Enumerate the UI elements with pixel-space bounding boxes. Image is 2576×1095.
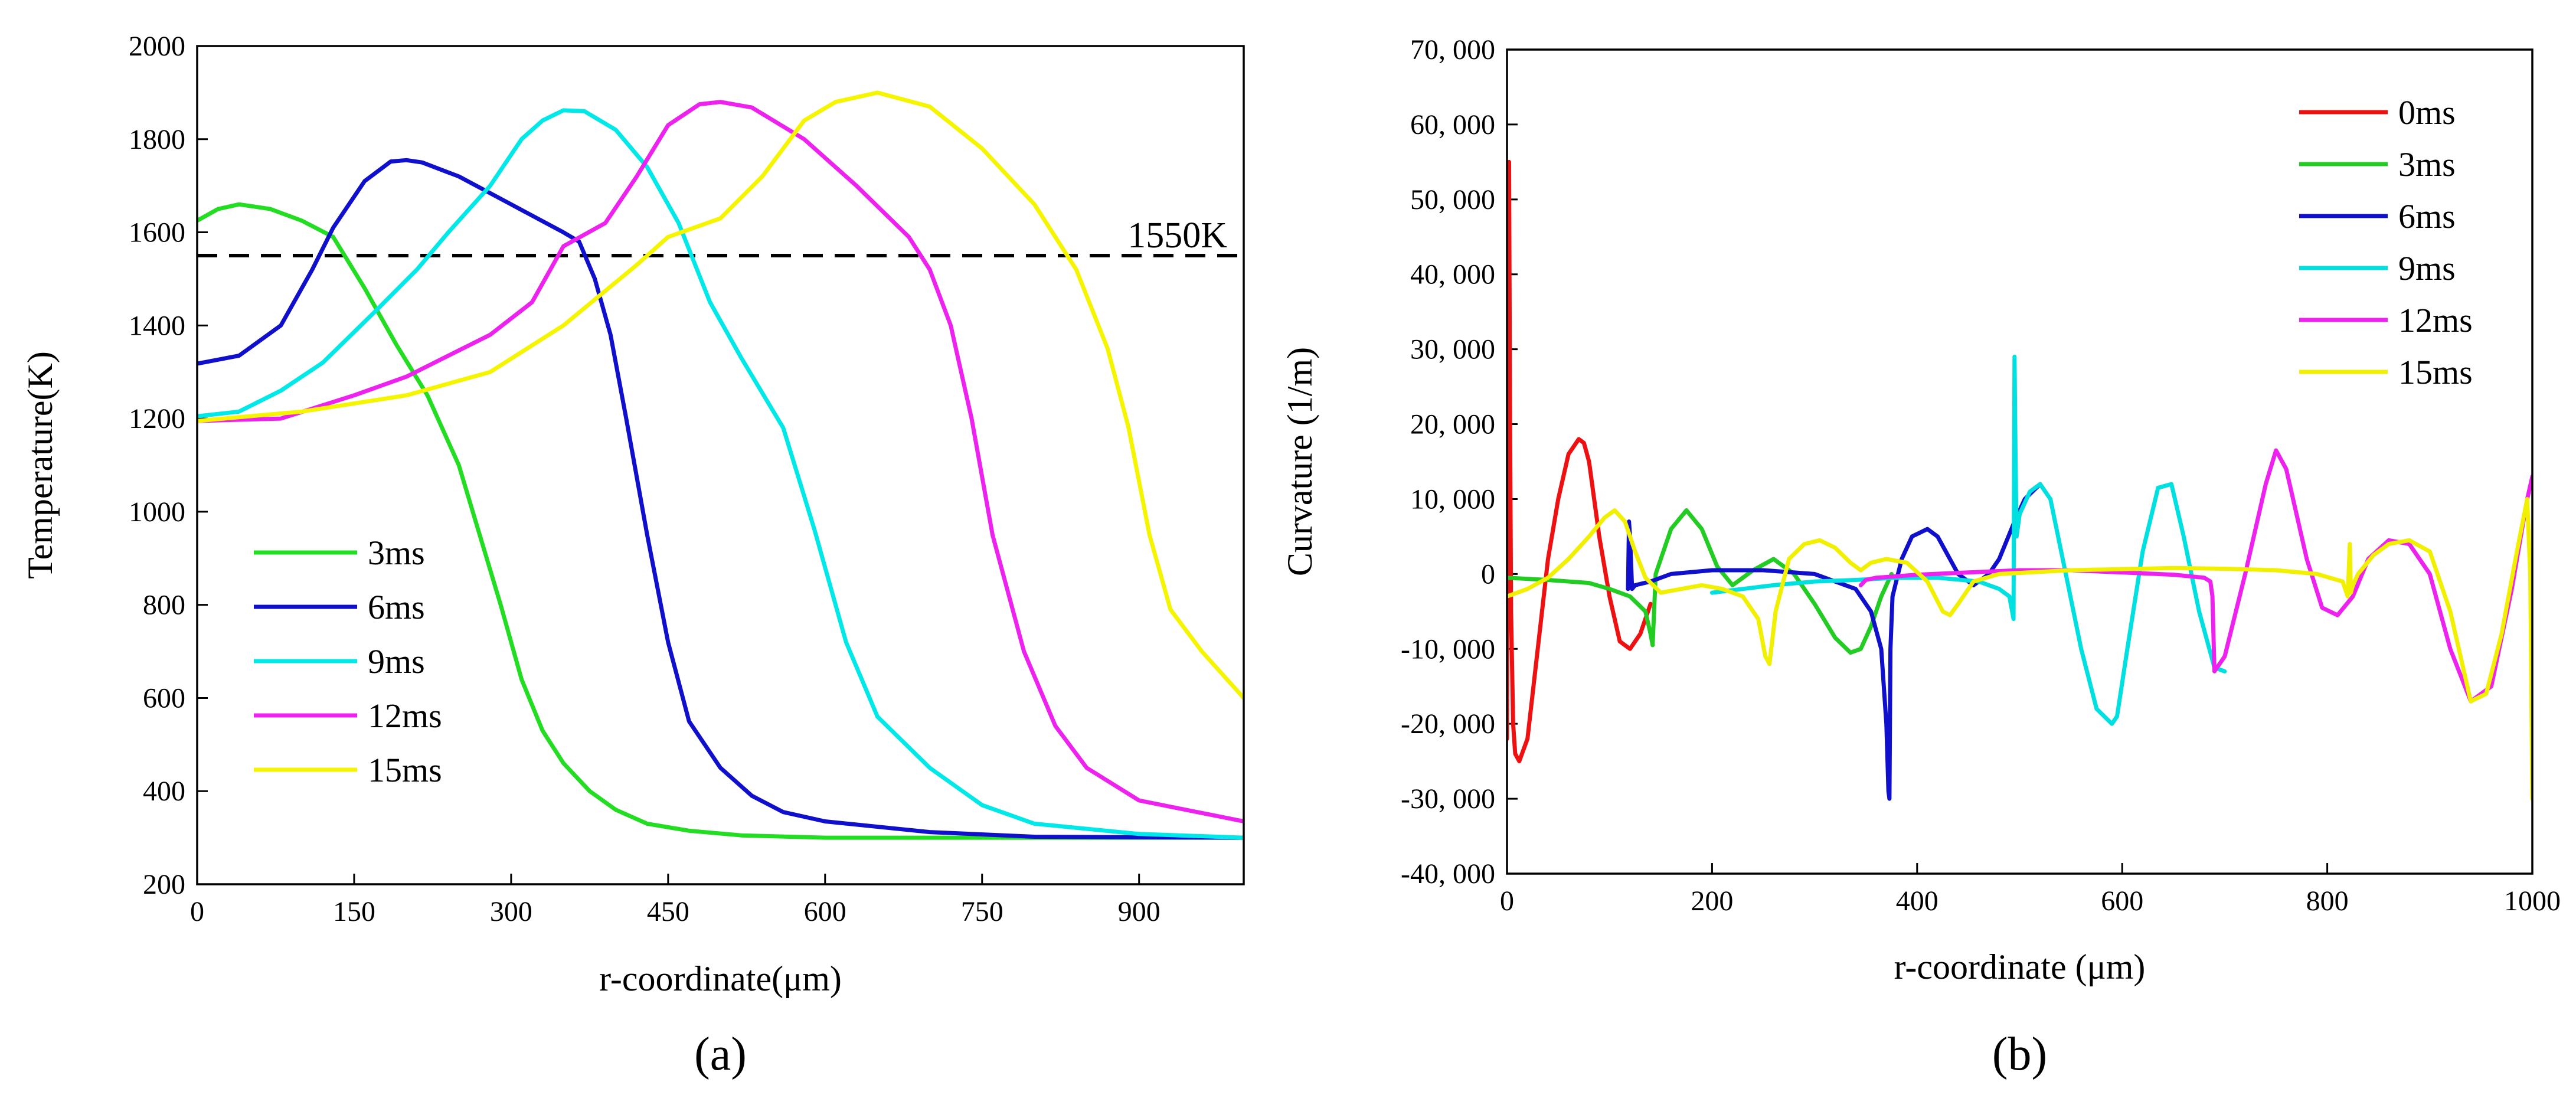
series-line-6ms bbox=[1626, 482, 2042, 801]
y-tick-label: 1200 bbox=[129, 403, 185, 434]
legend-label-3ms: 3ms bbox=[2398, 145, 2456, 184]
y-tick-label: -10, 000 bbox=[1401, 633, 1495, 665]
y-tick-label: -30, 000 bbox=[1401, 783, 1495, 815]
curvature-chart: 0 200 400 600 800 1000 -40, 000 -30, 000 -20, 00… bbox=[1280, 34, 2561, 1080]
series-line-3ms bbox=[1507, 508, 1894, 655]
y-tick-label: 2000 bbox=[129, 31, 185, 62]
y-tick-label: 30, 000 bbox=[1410, 334, 1495, 365]
x-tick-label: 300 bbox=[490, 896, 532, 927]
x-tick-label: 800 bbox=[2306, 885, 2349, 917]
y-tick-label: 60, 000 bbox=[1410, 109, 1495, 140]
x-tick-label: 150 bbox=[333, 896, 375, 927]
y-tick-label: 70, 000 bbox=[1410, 34, 1495, 66]
y-tick-label: -20, 000 bbox=[1401, 708, 1495, 740]
y-tick-label: 600 bbox=[143, 682, 185, 714]
reference-line-label: 1550K bbox=[1127, 215, 1227, 256]
y-tick-label: 1800 bbox=[129, 124, 185, 155]
y-axis-label: Temperature(K) bbox=[21, 351, 60, 579]
legend-label-0ms: 0ms bbox=[2398, 93, 2456, 132]
series-lines bbox=[197, 90, 1244, 840]
legend-label-12ms: 12ms bbox=[2398, 301, 2473, 339]
y-tick-label: 50, 000 bbox=[1410, 184, 1495, 215]
y-tick-label: 1600 bbox=[129, 217, 185, 249]
series-line-15ms bbox=[1507, 497, 2532, 801]
series-line-6ms bbox=[197, 158, 1244, 840]
y-tick-label: 10, 000 bbox=[1410, 483, 1495, 515]
series-line-9ms bbox=[1709, 354, 2227, 726]
legend-label-6ms: 6ms bbox=[368, 588, 425, 626]
series-line-15ms bbox=[197, 90, 1244, 700]
series-line-12ms bbox=[1858, 448, 2532, 704]
series-line-3ms bbox=[197, 202, 1244, 840]
legend-label-3ms: 3ms bbox=[368, 534, 425, 572]
x-axis-label: r-coordinate (μm) bbox=[1894, 947, 2146, 986]
y-tick-label: -40, 000 bbox=[1401, 858, 1495, 890]
y-tick-label: 20, 000 bbox=[1410, 409, 1495, 440]
x-tick-label: 450 bbox=[647, 896, 689, 927]
legend-label-9ms: 9ms bbox=[368, 642, 425, 681]
panel-label: (a) bbox=[694, 1028, 747, 1080]
x-tick-label: 750 bbox=[961, 896, 1003, 927]
legend-label-15ms: 15ms bbox=[368, 751, 442, 789]
y-tick-label: 0 bbox=[1481, 558, 1495, 590]
y-tick-label: 800 bbox=[143, 590, 185, 621]
series-line-9ms bbox=[197, 108, 1244, 840]
legend-label-12ms: 12ms bbox=[368, 697, 442, 735]
y-tick-label: 1400 bbox=[129, 310, 185, 341]
x-tick-label: 600 bbox=[2101, 885, 2143, 917]
y-tick-label: 200 bbox=[143, 869, 185, 900]
x-tick-label: 1000 bbox=[2504, 885, 2561, 917]
x-tick-label: 0 bbox=[1500, 885, 1514, 917]
x-tick-label: 400 bbox=[1896, 885, 1938, 917]
y-tick-label: 40, 000 bbox=[1410, 259, 1495, 290]
x-tick-label: 200 bbox=[1691, 885, 1733, 917]
legend-label-6ms: 6ms bbox=[2398, 197, 2456, 236]
x-tick-label: 0 bbox=[190, 896, 204, 927]
legend: 3ms 6ms 9ms 12ms 15ms bbox=[254, 534, 442, 789]
x-tick-label: 600 bbox=[804, 896, 846, 927]
panel-label: (b) bbox=[1992, 1028, 2047, 1080]
series-lines bbox=[1507, 159, 2532, 801]
plot-frame bbox=[196, 45, 1245, 885]
y-tick-label: 400 bbox=[143, 776, 185, 807]
x-axis-label: r-coordinate(μm) bbox=[599, 959, 842, 998]
series-line-12ms bbox=[197, 100, 1244, 823]
temperature-chart: 0 150 300 450 600 750 900 200 400 600 800 1000 1200 1… bbox=[21, 31, 1245, 1080]
plot-frame bbox=[1506, 48, 2533, 875]
y-tick-label: 1000 bbox=[129, 496, 185, 528]
legend: 0ms 3ms 6ms 9ms 12ms 15ms bbox=[2299, 93, 2473, 391]
legend-label-9ms: 9ms bbox=[2398, 249, 2456, 287]
legend-label-15ms: 15ms bbox=[2398, 353, 2473, 391]
series-line-0ms bbox=[1507, 159, 1653, 764]
y-axis-label: Curvature (1/m) bbox=[1280, 347, 1319, 576]
x-tick-label: 900 bbox=[1118, 896, 1160, 927]
